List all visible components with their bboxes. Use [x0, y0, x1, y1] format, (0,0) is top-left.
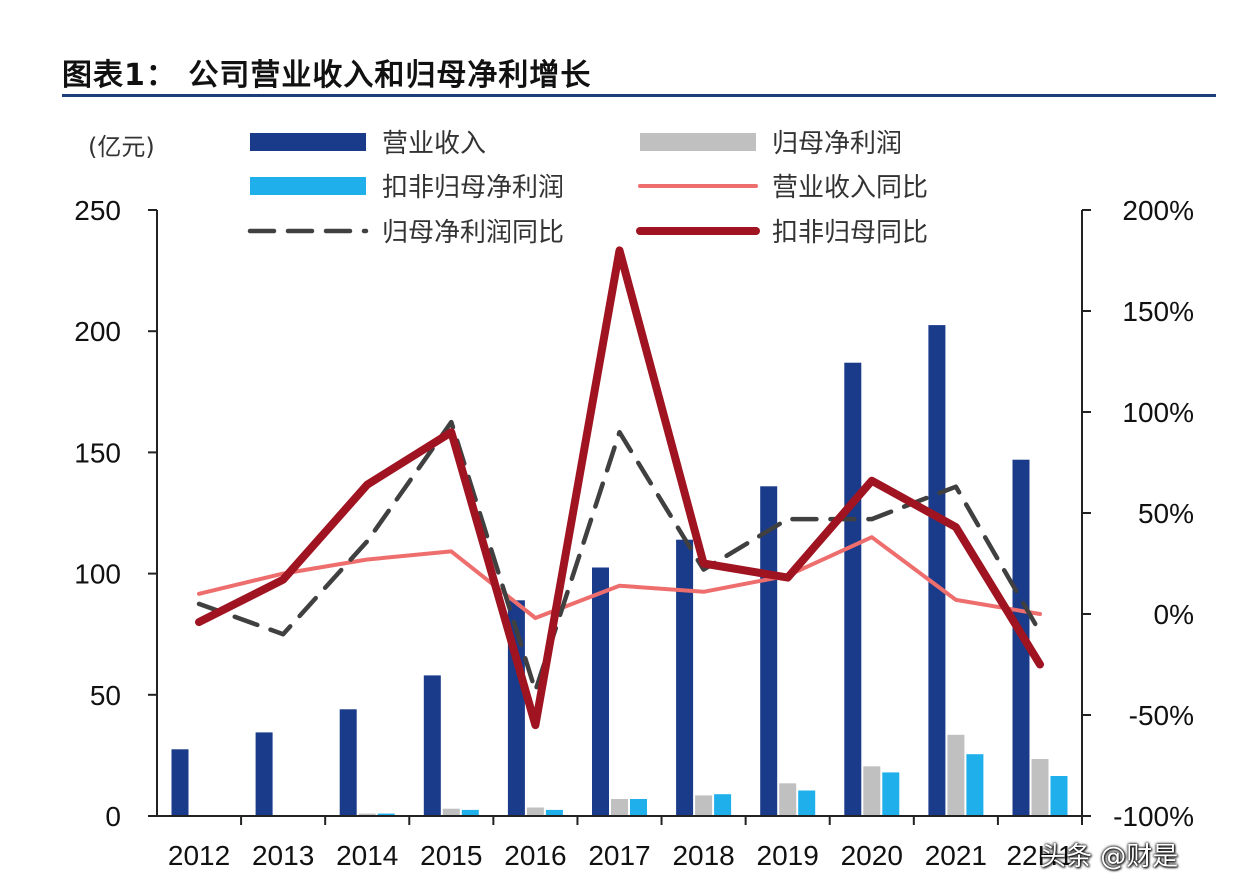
x-tick-label: 2020	[841, 840, 903, 871]
y-left-tick-label: 50	[90, 680, 121, 711]
legend-label-归母净利润: 归母净利润	[772, 129, 902, 159]
bar-扣非归母净利润-2020	[882, 772, 900, 816]
bar-营业收入-2020	[844, 362, 862, 816]
x-tick-label: 2019	[757, 840, 819, 871]
axes-layer: 0 50 100 150 200 250 -100% -50% 0% 50% 100% 150% 200…	[74, 133, 1194, 871]
x-tick-label: 2013	[252, 840, 314, 871]
line-扣非归母同比	[195, 246, 1044, 730]
bar-扣非归母净利润-2017	[630, 799, 647, 816]
bar-扣非归母净利润-2021	[966, 754, 984, 816]
x-tick-label: 2017	[588, 840, 650, 871]
bar-归母净利润-22H1	[1031, 759, 1049, 816]
bar-营业收入-2013	[255, 732, 273, 816]
legend-label-营业收入同比: 营业收入同比	[772, 173, 928, 203]
bar-归母净利润-2016	[526, 807, 544, 816]
bar-扣非归母净利润-2019	[798, 790, 816, 816]
y-right-tick-label: -50%	[1129, 700, 1194, 731]
bar-营业收入-2017	[592, 567, 609, 816]
bar-扣非归母净利润-2016	[545, 809, 563, 816]
line-归母净利润同比	[196, 419, 1043, 694]
x-tick-label: 22H1	[1006, 840, 1073, 871]
bar-营业收入-2014	[339, 709, 357, 816]
page-title: 图表1： 公司营业收入和归母净利增长	[62, 58, 592, 93]
x-tick-label: 2021	[925, 840, 987, 871]
bar-扣非归母净利润-2018	[714, 794, 732, 816]
y-left-tick-label: 150	[74, 437, 121, 468]
bar-营业收入-2018	[676, 539, 694, 816]
line-layer	[195, 246, 1044, 730]
y-left-tick-label: 0	[105, 801, 121, 832]
y-right-tick-label: 0%	[1154, 599, 1194, 630]
bar-归母净利润-2021	[947, 734, 965, 816]
bar-layer	[171, 325, 1068, 816]
bar-归母净利润-2019	[779, 783, 797, 816]
legend-label-扣非归母净利润: 扣非归母净利润	[382, 173, 564, 203]
y-left-tick-label: 100	[74, 559, 121, 590]
x-tick-label: 2018	[672, 840, 734, 871]
y-right-tick-label: 50%	[1138, 498, 1194, 529]
x-tick-label: 2015	[420, 840, 482, 871]
bar-归母净利润-2014	[358, 813, 376, 816]
bar-扣非归母净利润-22H1	[1050, 776, 1068, 816]
bar-扣非归母净利润-2015	[461, 809, 479, 816]
legend-label-归母净利润同比: 归母净利润同比	[382, 218, 564, 248]
x-tick-label: 2016	[504, 840, 566, 871]
y-left-tick-label: 200	[74, 316, 121, 347]
line-营业收入同比	[197, 535, 1042, 620]
bar-归母净利润-2017	[611, 799, 628, 816]
bar-营业收入-2021	[928, 325, 946, 816]
bar-营业收入-2012	[171, 749, 189, 816]
y-right-tick-label: 100%	[1122, 397, 1194, 428]
y-right-tick-label: -100%	[1113, 801, 1194, 832]
y-right-tick-label: 200%	[1122, 195, 1194, 226]
legend-label-扣非归母同比: 扣非归母同比	[772, 218, 928, 248]
bar-归母净利润-2020	[863, 766, 881, 816]
x-tick-label: 2012	[168, 840, 230, 871]
y-right-tick-label: 150%	[1122, 296, 1194, 327]
y-left-unit-label: (亿元)	[88, 133, 155, 161]
bar-归母净利润-2018	[695, 795, 713, 816]
legend-swatch-扣非归母净利润	[250, 177, 366, 195]
bar-营业收入-2019	[760, 486, 778, 816]
title-divider	[62, 94, 1216, 97]
y-left-tick-label: 250	[74, 195, 121, 226]
x-tick-label: 2014	[336, 840, 398, 871]
bar-归母净利润-2015	[442, 808, 460, 816]
bar-营业收入-2015	[423, 675, 441, 816]
watermark-text: 头条 @财是	[1040, 842, 1179, 872]
legend-swatch-归母净利润	[640, 133, 756, 151]
bar-扣非归母净利润-2014	[377, 813, 395, 816]
legend-swatch-营业收入	[250, 133, 366, 151]
legend-label-营业收入: 营业收入	[382, 129, 486, 159]
